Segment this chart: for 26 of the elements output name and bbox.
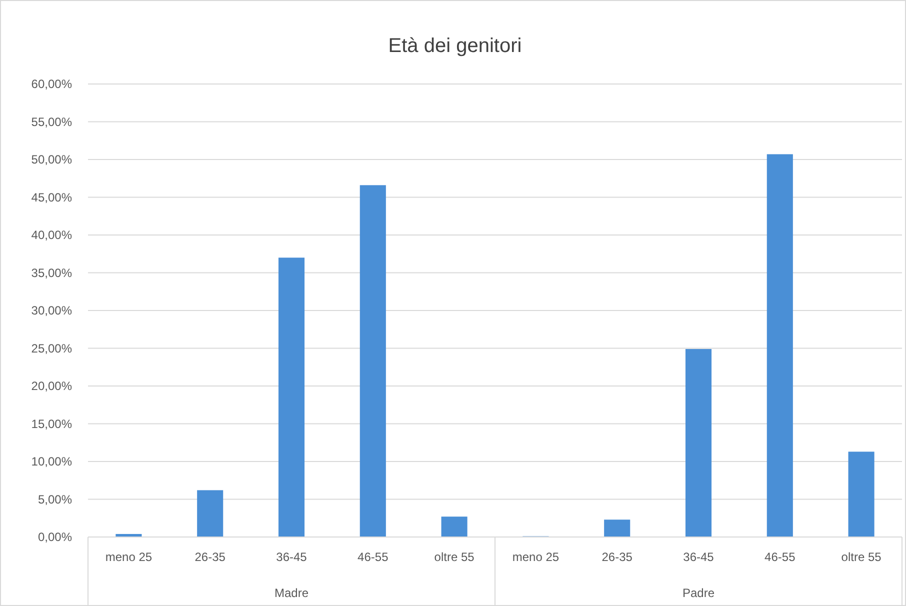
x-tick-label: 46-55 [358, 550, 389, 564]
y-tick-label: 30,00% [31, 304, 72, 318]
text: Madre [274, 586, 309, 600]
y-tick-label: 35,00% [31, 266, 72, 280]
y-tick-label: 0,00% [38, 530, 72, 544]
chart-title: Età dei genitori [388, 35, 522, 57]
y-tick-label: 45,00% [31, 190, 72, 204]
y-tick-label: 60,00% [31, 77, 72, 92]
text: Padre [682, 586, 715, 600]
x-tick-label: 46-55 [764, 550, 796, 564]
y-tick-label: 55,00% [31, 114, 72, 129]
y-tick-label: 50,00% [31, 152, 72, 167]
x-tick-label: oltre 55 [434, 550, 475, 564]
y-tick-label: 15,00% [31, 416, 72, 431]
y-tick-label: 5,00% [38, 492, 72, 506]
x-tick-label: meno 25 [512, 550, 560, 564]
x-tick-label: oltre 55 [841, 550, 882, 564]
x-tick-label: 36-45 [276, 550, 308, 564]
y-tick-label: 25,00% [31, 341, 72, 356]
y-tick-label: 40,00% [31, 228, 72, 242]
x-tick-label: 26-35 [602, 550, 633, 564]
x-tick-label: 26-35 [194, 550, 226, 564]
y-tick-label: 20,00% [31, 379, 72, 394]
y-tick-label: 10,00% [31, 454, 72, 469]
x-tick-label: 36-45 [683, 550, 714, 564]
x-tick-label: meno 25 [105, 550, 152, 564]
